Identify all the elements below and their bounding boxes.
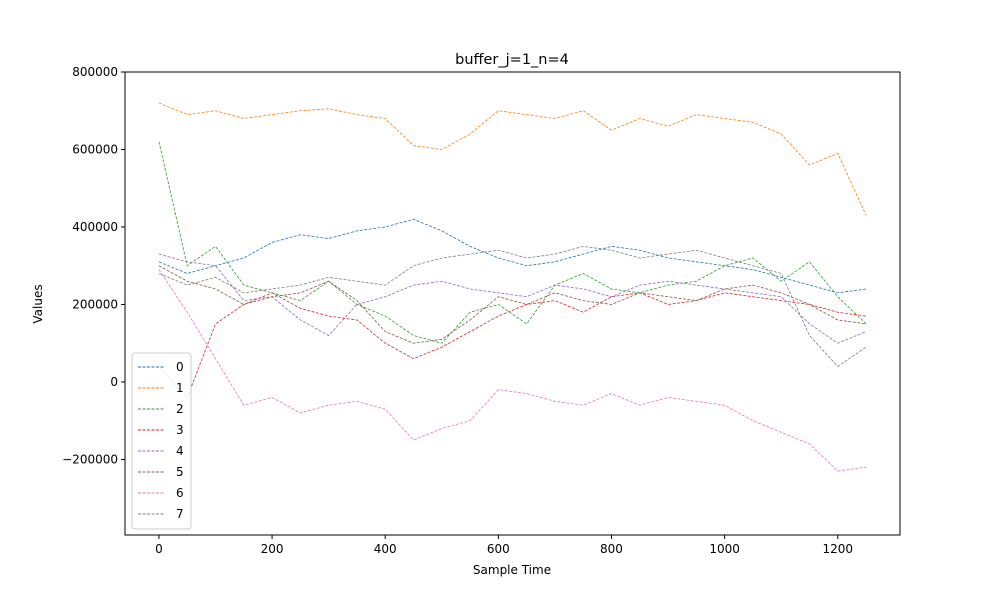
y-axis-label: Values	[31, 284, 45, 323]
x-tick-label: 0	[155, 542, 163, 556]
x-tick-label: 400	[374, 542, 397, 556]
y-tick-label: −200000	[62, 452, 118, 466]
y-tick-label: 0	[110, 375, 118, 389]
legend-label-3: 3	[176, 423, 184, 437]
series-line-7	[158, 245, 867, 367]
y-axis: −200000 0 200000 400000 600000 800000	[62, 65, 125, 466]
legend: 0 1 2 3 4 5 6 7	[131, 352, 192, 530]
legend-label-2: 2	[176, 402, 184, 416]
plot-frame	[124, 71, 901, 536]
legend-label-1: 1	[176, 381, 184, 395]
legend-box	[131, 352, 192, 530]
x-tick-label: 600	[487, 542, 510, 556]
x-axis: 0 200 400 600 800 1000 1200	[155, 535, 853, 556]
legend-label-0: 0	[176, 360, 184, 374]
x-tick-label: 1200	[823, 542, 854, 556]
series-line-5	[158, 265, 867, 344]
legend-label-4: 4	[176, 444, 184, 458]
x-tick-label: 1000	[709, 542, 740, 556]
x-axis-label: Sample Time	[473, 563, 551, 577]
series-line-1	[158, 102, 867, 216]
legend-label-5: 5	[176, 465, 184, 479]
y-tick-label: 800000	[72, 65, 118, 79]
chart-title: buffer_j=1_n=4	[455, 52, 569, 68]
series-line-2	[158, 141, 867, 344]
x-tick-label: 200	[261, 542, 284, 556]
x-tick-label: 800	[600, 542, 623, 556]
plot-area	[124, 71, 901, 536]
legend-label-7: 7	[176, 507, 184, 521]
y-tick-label: 600000	[72, 142, 118, 156]
y-tick-label: 200000	[72, 297, 118, 311]
series-line-6	[158, 269, 867, 472]
legend-label-6: 6	[176, 486, 184, 500]
series-line-0	[158, 218, 867, 294]
series-line-4	[158, 253, 867, 344]
series-line-3	[158, 292, 867, 399]
y-tick-label: 400000	[72, 220, 118, 234]
